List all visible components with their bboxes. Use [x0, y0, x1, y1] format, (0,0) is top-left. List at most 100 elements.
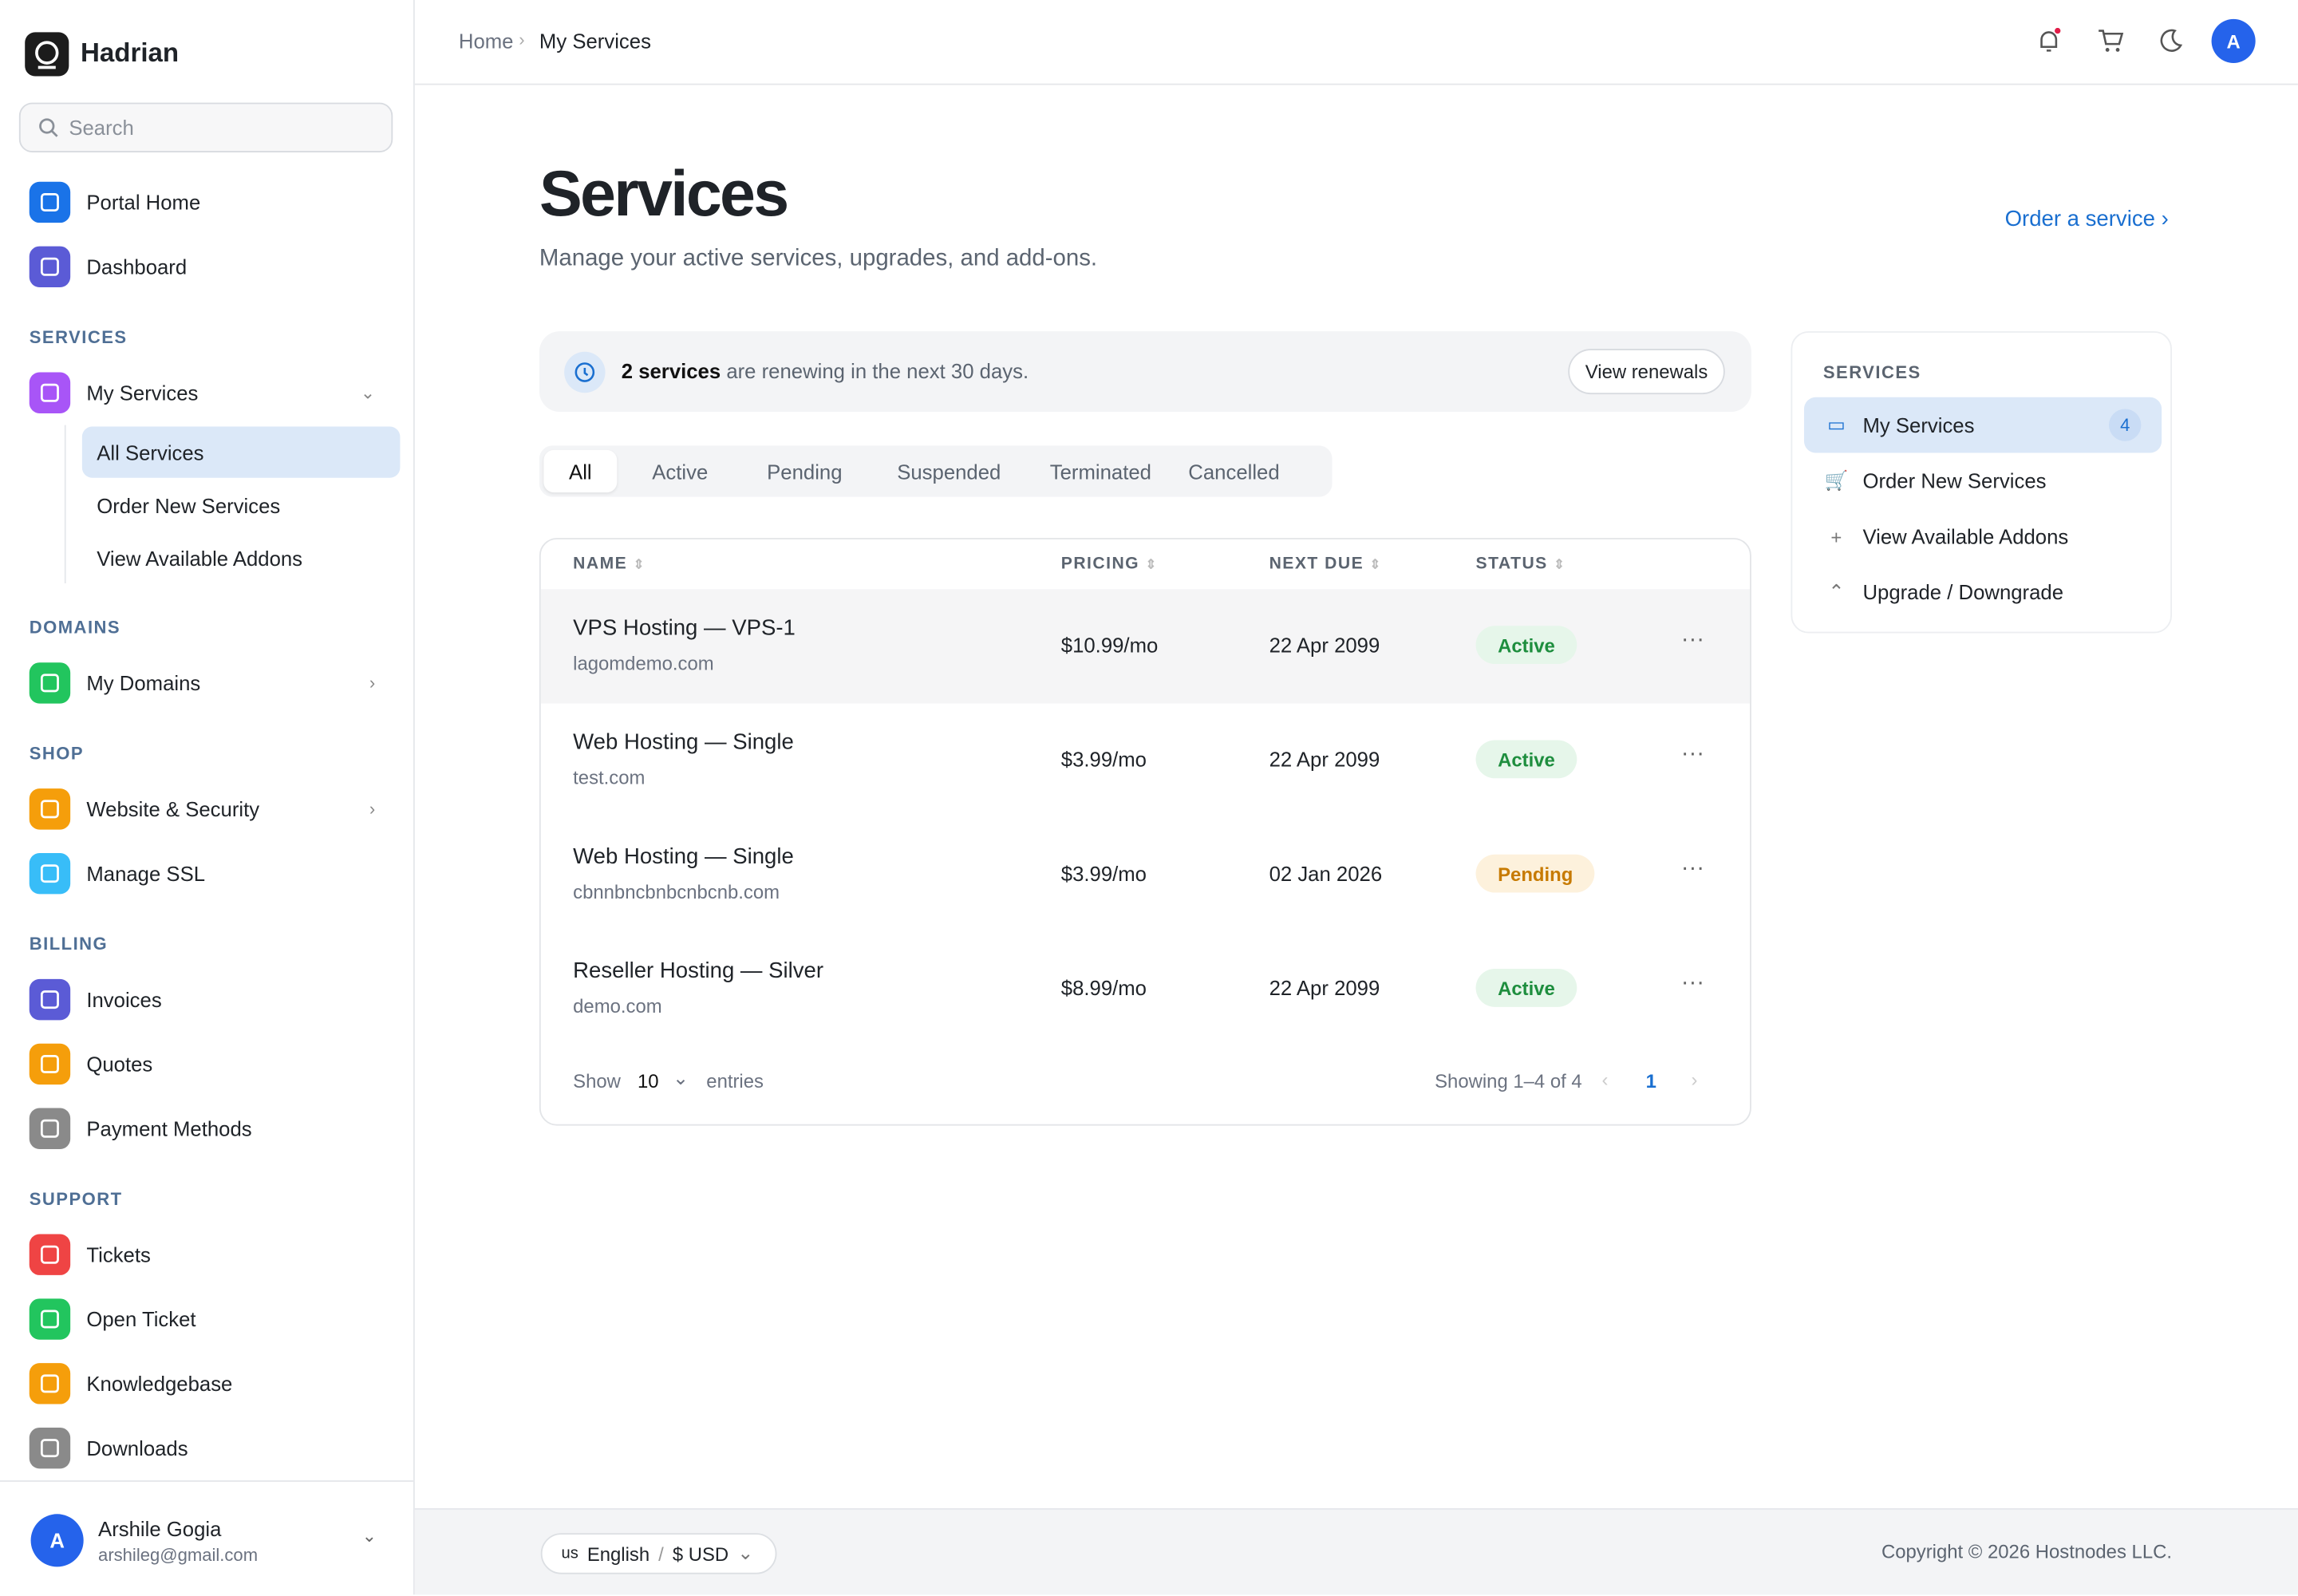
user-name: Arshile Gogia	[98, 1516, 222, 1541]
row-actions[interactable]: ···	[1680, 970, 1705, 996]
order-link[interactable]: Order a service ›	[2004, 206, 2169, 232]
status-badge: Active	[1475, 626, 1577, 665]
table-row[interactable]: Web Hosting — Single test.com $3.99/mo 22 A…	[541, 704, 1750, 818]
next-due: 02 Jan 2026	[1269, 861, 1383, 886]
side-panel: SERVICES ▭ My Services 4 🛒 Order New Services…	[1791, 331, 2172, 634]
nav-item[interactable]: Invoices	[29, 967, 396, 1032]
tab[interactable]: Cancelled	[1188, 459, 1280, 484]
row-actions[interactable]: ···	[1680, 741, 1705, 767]
nav-item[interactable]: Tickets	[29, 1223, 396, 1287]
nav-item[interactable]: My Services ⌄	[29, 361, 396, 425]
nav-icon	[29, 1234, 71, 1275]
nav-label: Website & Security	[86, 797, 260, 821]
column-header[interactable]: PRICING ⇕	[1061, 555, 1158, 573]
table-row[interactable]: Reseller Hosting — Silver demo.com $8.99/m…	[541, 932, 1750, 1046]
tabs: All Active Pending Suspended Terminated Cance…	[539, 445, 1333, 497]
panel-icon: ▭	[1827, 413, 1846, 436]
topbar: Home › My Services A	[414, 0, 2298, 85]
nav-item[interactable]: Payment Methods	[29, 1096, 396, 1161]
next-due: 22 Apr 2099	[1269, 747, 1380, 772]
page-size[interactable]: 10	[637, 1069, 659, 1092]
nav-label: Portal Home	[86, 190, 201, 215]
nav-item[interactable]: My Domains ›	[29, 650, 396, 715]
nav-chevron: ›	[369, 673, 376, 693]
table-row[interactable]: Web Hosting — Single cbnnbncbnbcnbcnb.com…	[541, 818, 1750, 932]
search[interactable]: Search	[18, 102, 393, 153]
column-header[interactable]: STATUS ⇕	[1476, 555, 1566, 573]
pricing: $8.99/mo	[1060, 976, 1147, 1000]
nav-icon	[29, 1108, 71, 1149]
next-due: 22 Apr 2099	[1269, 976, 1380, 1000]
nav-chevron: ›	[369, 799, 376, 820]
service-name: Reseller Hosting — Silver	[573, 958, 824, 984]
table-row[interactable]: VPS Hosting — VPS-1 lagomdemo.com $10.99/m…	[540, 589, 1751, 704]
nav-icon	[29, 246, 71, 287]
locale-picker[interactable]: us English / $ USD ⌄	[540, 1533, 777, 1574]
nav-item[interactable]: Dashboard	[29, 235, 396, 299]
banner-text: 2 services are renewing in the next 30 d…	[622, 359, 1029, 382]
panel-item[interactable]: ▭ My Services 4	[1803, 397, 2162, 453]
current-page[interactable]: 1	[1645, 1069, 1656, 1092]
breadcrumb-current: My Services	[539, 29, 651, 53]
panel-item[interactable]: ⌃ Upgrade / Downgrade	[1804, 564, 2162, 620]
nav-item[interactable]: Manage SSL	[29, 841, 396, 906]
cart-icon[interactable]	[2097, 28, 2124, 54]
nav-item[interactable]: Knowledgebase	[29, 1351, 396, 1416]
user-card[interactable]: A Arshile Gogia arshileg@gmail.com ⌄	[0, 1480, 413, 1594]
tab[interactable]: Terminated	[1049, 459, 1151, 484]
banner-count: 2 services	[621, 358, 721, 383]
panel-title: SERVICES	[1822, 361, 1921, 383]
column-header[interactable]: NAME ⇕	[573, 555, 646, 573]
breadcrumb-sep: ›	[519, 29, 525, 50]
status-badge: Active	[1475, 969, 1577, 1007]
logo-art	[35, 41, 59, 69]
show-label: Show	[573, 1069, 621, 1092]
tab[interactable]: Suspended	[897, 459, 1001, 484]
nav-subitem[interactable]: All Services	[81, 426, 401, 478]
page-subtitle: Manage your active services, upgrades, a…	[539, 246, 1098, 271]
search-placeholder: Search	[69, 116, 134, 140]
nav-subitem[interactable]: Order New Services	[97, 493, 281, 517]
nav-item[interactable]: Portal Home	[29, 170, 396, 235]
nav-label: Knowledgebase	[86, 1372, 233, 1396]
tab[interactable]: Active	[652, 459, 709, 484]
nav-label: Quotes	[86, 1052, 153, 1077]
column-label: PRICING	[1060, 555, 1140, 574]
nav-icon	[29, 852, 71, 895]
nav-item[interactable]: Website & Security ›	[29, 776, 396, 841]
panel-label: View Available Addons	[1862, 524, 2069, 548]
row-actions[interactable]: ···	[1680, 855, 1705, 881]
banner-desc: are renewing in the next 30 days.	[726, 358, 1029, 383]
nav-icon	[29, 1427, 71, 1469]
nav-icon	[29, 978, 71, 1021]
prev-page[interactable]: ‹	[1601, 1068, 1609, 1091]
panel-label: My Services	[1862, 413, 1975, 437]
nav-item[interactable]: Downloads	[29, 1416, 396, 1480]
view-renewals[interactable]: View renewals	[1568, 349, 1725, 395]
nav-label: Dashboard	[86, 255, 188, 279]
renewal-banner: 2 services are renewing in the next 30 d…	[539, 331, 1751, 413]
panel-item[interactable]: 🛒 Order New Services	[1804, 453, 2162, 509]
page-title: Services	[539, 158, 789, 231]
sort-icon: ⇕	[633, 556, 646, 572]
nav-subitem[interactable]: View Available Addons	[97, 546, 303, 570]
breadcrumb-home[interactable]: Home	[458, 29, 514, 53]
services-table: NAME ⇕ PRICING ⇕ NEXT DUE ⇕ STATUS ⇕ VPS Hos…	[539, 538, 1751, 1126]
tab[interactable]: Pending	[767, 459, 843, 484]
column-header[interactable]: NEXT DUE ⇕	[1269, 555, 1382, 573]
panel-item[interactable]: + View Available Addons	[1804, 508, 2162, 564]
footer: us English / $ USD ⌄ Copyright © 2026 Ho…	[414, 1507, 2298, 1595]
nav-item[interactable]: Quotes	[29, 1032, 396, 1096]
row-actions[interactable]: ···	[1680, 627, 1705, 653]
tab[interactable]: All	[543, 449, 618, 493]
nav-label: Manage SSL	[86, 861, 206, 886]
nav-item[interactable]: Open Ticket	[29, 1287, 396, 1352]
bell-icon[interactable]	[2035, 27, 2062, 54]
nav-section-title: SHOP	[29, 743, 85, 764]
locale-chevron: ⌄	[737, 1542, 754, 1564]
next-page[interactable]: ›	[1691, 1068, 1698, 1091]
theme-icon[interactable]	[2158, 28, 2184, 54]
user-chevron: ⌄	[361, 1526, 377, 1547]
avatar[interactable]: A	[2211, 18, 2256, 63]
nav-label: Tickets	[86, 1242, 151, 1266]
